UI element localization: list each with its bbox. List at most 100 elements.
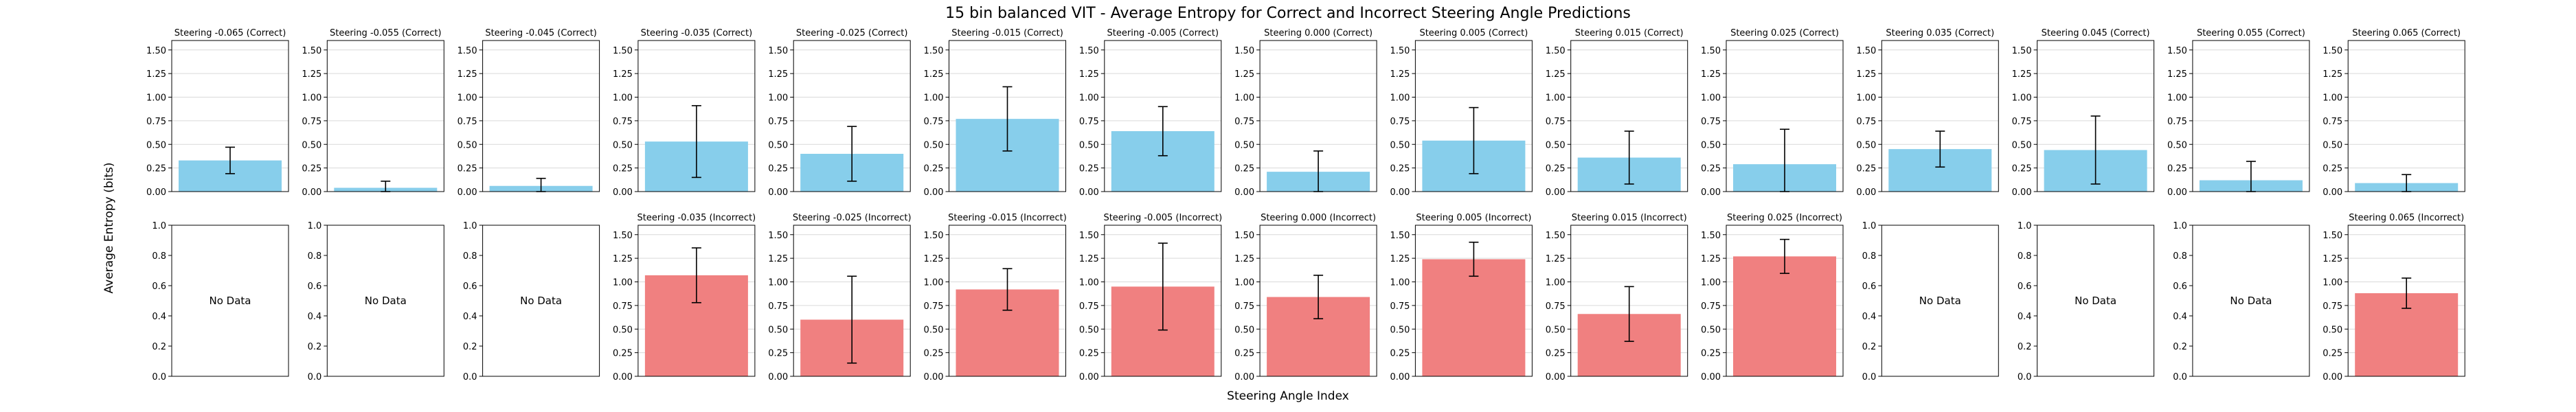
y-tick-label: 0.8: [2018, 251, 2032, 262]
y-tick-label: 0.50: [924, 140, 944, 150]
y-tick-label: 0.6: [152, 282, 166, 292]
panel-frame: [171, 40, 289, 192]
y-tick-label: 0.50: [1390, 140, 1410, 150]
y-tick-label: 0.75: [2167, 117, 2187, 127]
panel-frame: [793, 40, 911, 192]
y-tick-label: 0.50: [2167, 140, 2187, 150]
no-data-label: No Data: [520, 295, 562, 307]
y-tick-label: 1.25: [924, 254, 944, 264]
y-tick-label: 1.50: [1546, 231, 1566, 241]
y-tick-label: 0.75: [1390, 301, 1410, 312]
y-tick-label: 0.50: [2323, 140, 2342, 150]
y-tick-label: 0.00: [1546, 187, 1566, 198]
y-tick-label: 1.50: [1079, 46, 1099, 56]
y-tick-label: 0.25: [1079, 164, 1099, 174]
y-tick-label: 1.50: [1856, 46, 1876, 56]
y-tick-label: 1.25: [1234, 69, 1254, 80]
panel-frame: [2037, 225, 2155, 377]
y-tick-label: 0.00: [302, 187, 321, 198]
y-tick-label: 0.25: [1701, 164, 1721, 174]
panel-incorrect-1: 0.0 0.2 0.4 0.6 0.8 1.0 No Data: [308, 221, 444, 382]
y-tick-label: 1.50: [1234, 46, 1254, 56]
panel-title: Steering 0.000 (Incorrect): [1261, 213, 1376, 223]
y-tick-label: 0.00: [1856, 187, 1876, 198]
y-tick-label: 0.6: [308, 282, 322, 292]
y-tick-label: 0.50: [302, 140, 321, 150]
y-tick-label: 1.50: [1234, 231, 1254, 241]
y-tick-label: 0.00: [613, 372, 633, 382]
panel-frame: [326, 40, 444, 192]
y-tick-label: 0.25: [1701, 349, 1721, 359]
y-tick-label: 0.75: [2323, 117, 2342, 127]
y-tick-label: 0.50: [1079, 325, 1099, 335]
y-tick-label: 0.25: [1390, 164, 1410, 174]
no-data-label: No Data: [2075, 295, 2116, 307]
y-tick-label: 0.4: [463, 312, 477, 322]
y-tick-label: 0.00: [2012, 187, 2032, 198]
y-tick-label: 0.50: [768, 140, 788, 150]
y-tick-label: 0.75: [1701, 117, 1721, 127]
no-data-label: No Data: [2230, 295, 2272, 307]
no-data-label: No Data: [365, 295, 407, 307]
y-tick-label: 0.50: [768, 325, 788, 335]
y-tick-label: 1.00: [2323, 278, 2342, 288]
y-tick-label: 1.00: [768, 93, 788, 104]
y-tick-label: 0.25: [2323, 349, 2342, 359]
y-tick-label: 1.25: [1856, 69, 1876, 80]
y-tick-label: 1.25: [2323, 69, 2342, 80]
panel-title: Steering -0.005 (Correct): [1107, 28, 1219, 38]
y-tick-label: 0.00: [1079, 372, 1099, 382]
bar: [1422, 259, 1526, 376]
y-tick-label: 0.75: [768, 117, 788, 127]
y-tick-label: 0.25: [1234, 164, 1254, 174]
y-tick-label: 0.25: [2323, 164, 2342, 174]
y-tick-label: 1.50: [613, 46, 633, 56]
y-tick-label: 0.00: [2323, 187, 2342, 198]
y-tick-label: 0.75: [613, 117, 633, 127]
panel-title: Steering 0.005 (Incorrect): [1416, 213, 1531, 223]
panels-grid: 0.00 0.25 0.50 0.75 1.00 1.25 1.50 Steering -0.…: [146, 28, 2465, 382]
y-tick-label: 1.50: [1701, 46, 1721, 56]
panel-frame: [1726, 225, 1844, 377]
y-tick-label: 0.4: [2018, 312, 2032, 322]
panel-frame: [793, 225, 911, 377]
y-tick-label: 1.25: [1701, 254, 1721, 264]
panel-title: Steering -0.065 (Correct): [174, 28, 286, 38]
y-tick-label: 0.75: [924, 301, 944, 312]
y-tick-label: 1.25: [1390, 69, 1410, 80]
y-tick-label: 1.25: [1701, 69, 1721, 80]
y-tick-label: 0.4: [152, 312, 166, 322]
y-tick-label: 1.00: [1234, 278, 1254, 288]
y-tick-label: 0.00: [2167, 187, 2187, 198]
y-tick-label: 0.8: [2173, 251, 2187, 262]
y-tick-label: 1.50: [2323, 46, 2342, 56]
y-tick-label: 0.50: [924, 325, 944, 335]
y-tick-label: 0.6: [2018, 282, 2032, 292]
y-tick-label: 0.25: [1856, 164, 1876, 174]
y-tick-label: 1.25: [1546, 254, 1566, 264]
y-tick-label: 1.00: [457, 93, 477, 104]
panel-frame: [1726, 40, 1844, 192]
y-tick-label: 1.00: [1546, 278, 1566, 288]
y-tick-label: 1.00: [1701, 278, 1721, 288]
y-tick-label: 0.8: [308, 251, 322, 262]
y-tick-label: 0.50: [1079, 140, 1099, 150]
y-axis-label: Average Entropy (bits): [102, 163, 116, 294]
y-tick-label: 1.00: [1079, 278, 1099, 288]
y-tick-label: 1.00: [1546, 93, 1566, 104]
panel-frame: [1570, 40, 1688, 192]
panel-correct-5: 0.00 0.25 0.50 0.75 1.00 1.25 1.50 Steering -0.…: [924, 28, 1066, 198]
panel-title: Steering 0.015 (Correct): [1575, 28, 1684, 38]
y-tick-label: 0.25: [302, 164, 321, 174]
y-tick-label: 0.0: [308, 372, 322, 382]
y-tick-label: 0.75: [302, 117, 321, 127]
panel-correct-7: 0.00 0.25 0.50 0.75 1.00 1.25 1.50 Steering 0.0…: [1234, 28, 1377, 198]
y-tick-label: 1.00: [1079, 93, 1099, 104]
y-tick-label: 0.2: [308, 342, 322, 352]
panel-frame: [637, 40, 756, 192]
y-tick-label: 0.50: [1234, 325, 1254, 335]
y-tick-label: 0.50: [2323, 325, 2342, 335]
no-data-label: No Data: [1919, 295, 1961, 307]
panel-incorrect-8: 0.00 0.25 0.50 0.75 1.00 1.25 1.50 Steering 0.0…: [1390, 213, 1533, 382]
panel-frame: [482, 40, 600, 192]
